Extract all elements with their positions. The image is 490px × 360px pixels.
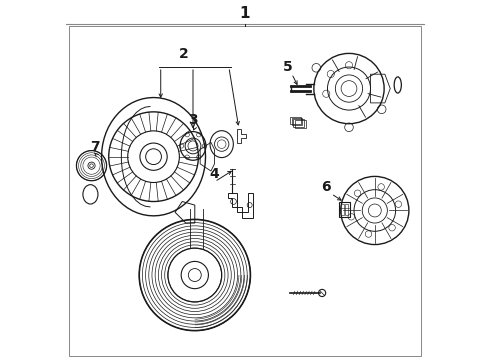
- Text: 3: 3: [188, 113, 198, 127]
- Bar: [290, 117, 300, 125]
- Text: 2: 2: [179, 47, 189, 61]
- Text: 5: 5: [282, 60, 292, 74]
- Bar: [345, 204, 348, 215]
- Bar: [339, 202, 350, 217]
- Bar: [295, 121, 306, 128]
- Text: 6: 6: [321, 180, 330, 194]
- Text: 4: 4: [210, 167, 220, 181]
- Bar: [341, 204, 343, 215]
- Text: 1: 1: [240, 6, 250, 21]
- Text: 7: 7: [90, 140, 100, 154]
- Bar: [292, 118, 302, 126]
- Bar: [294, 120, 304, 127]
